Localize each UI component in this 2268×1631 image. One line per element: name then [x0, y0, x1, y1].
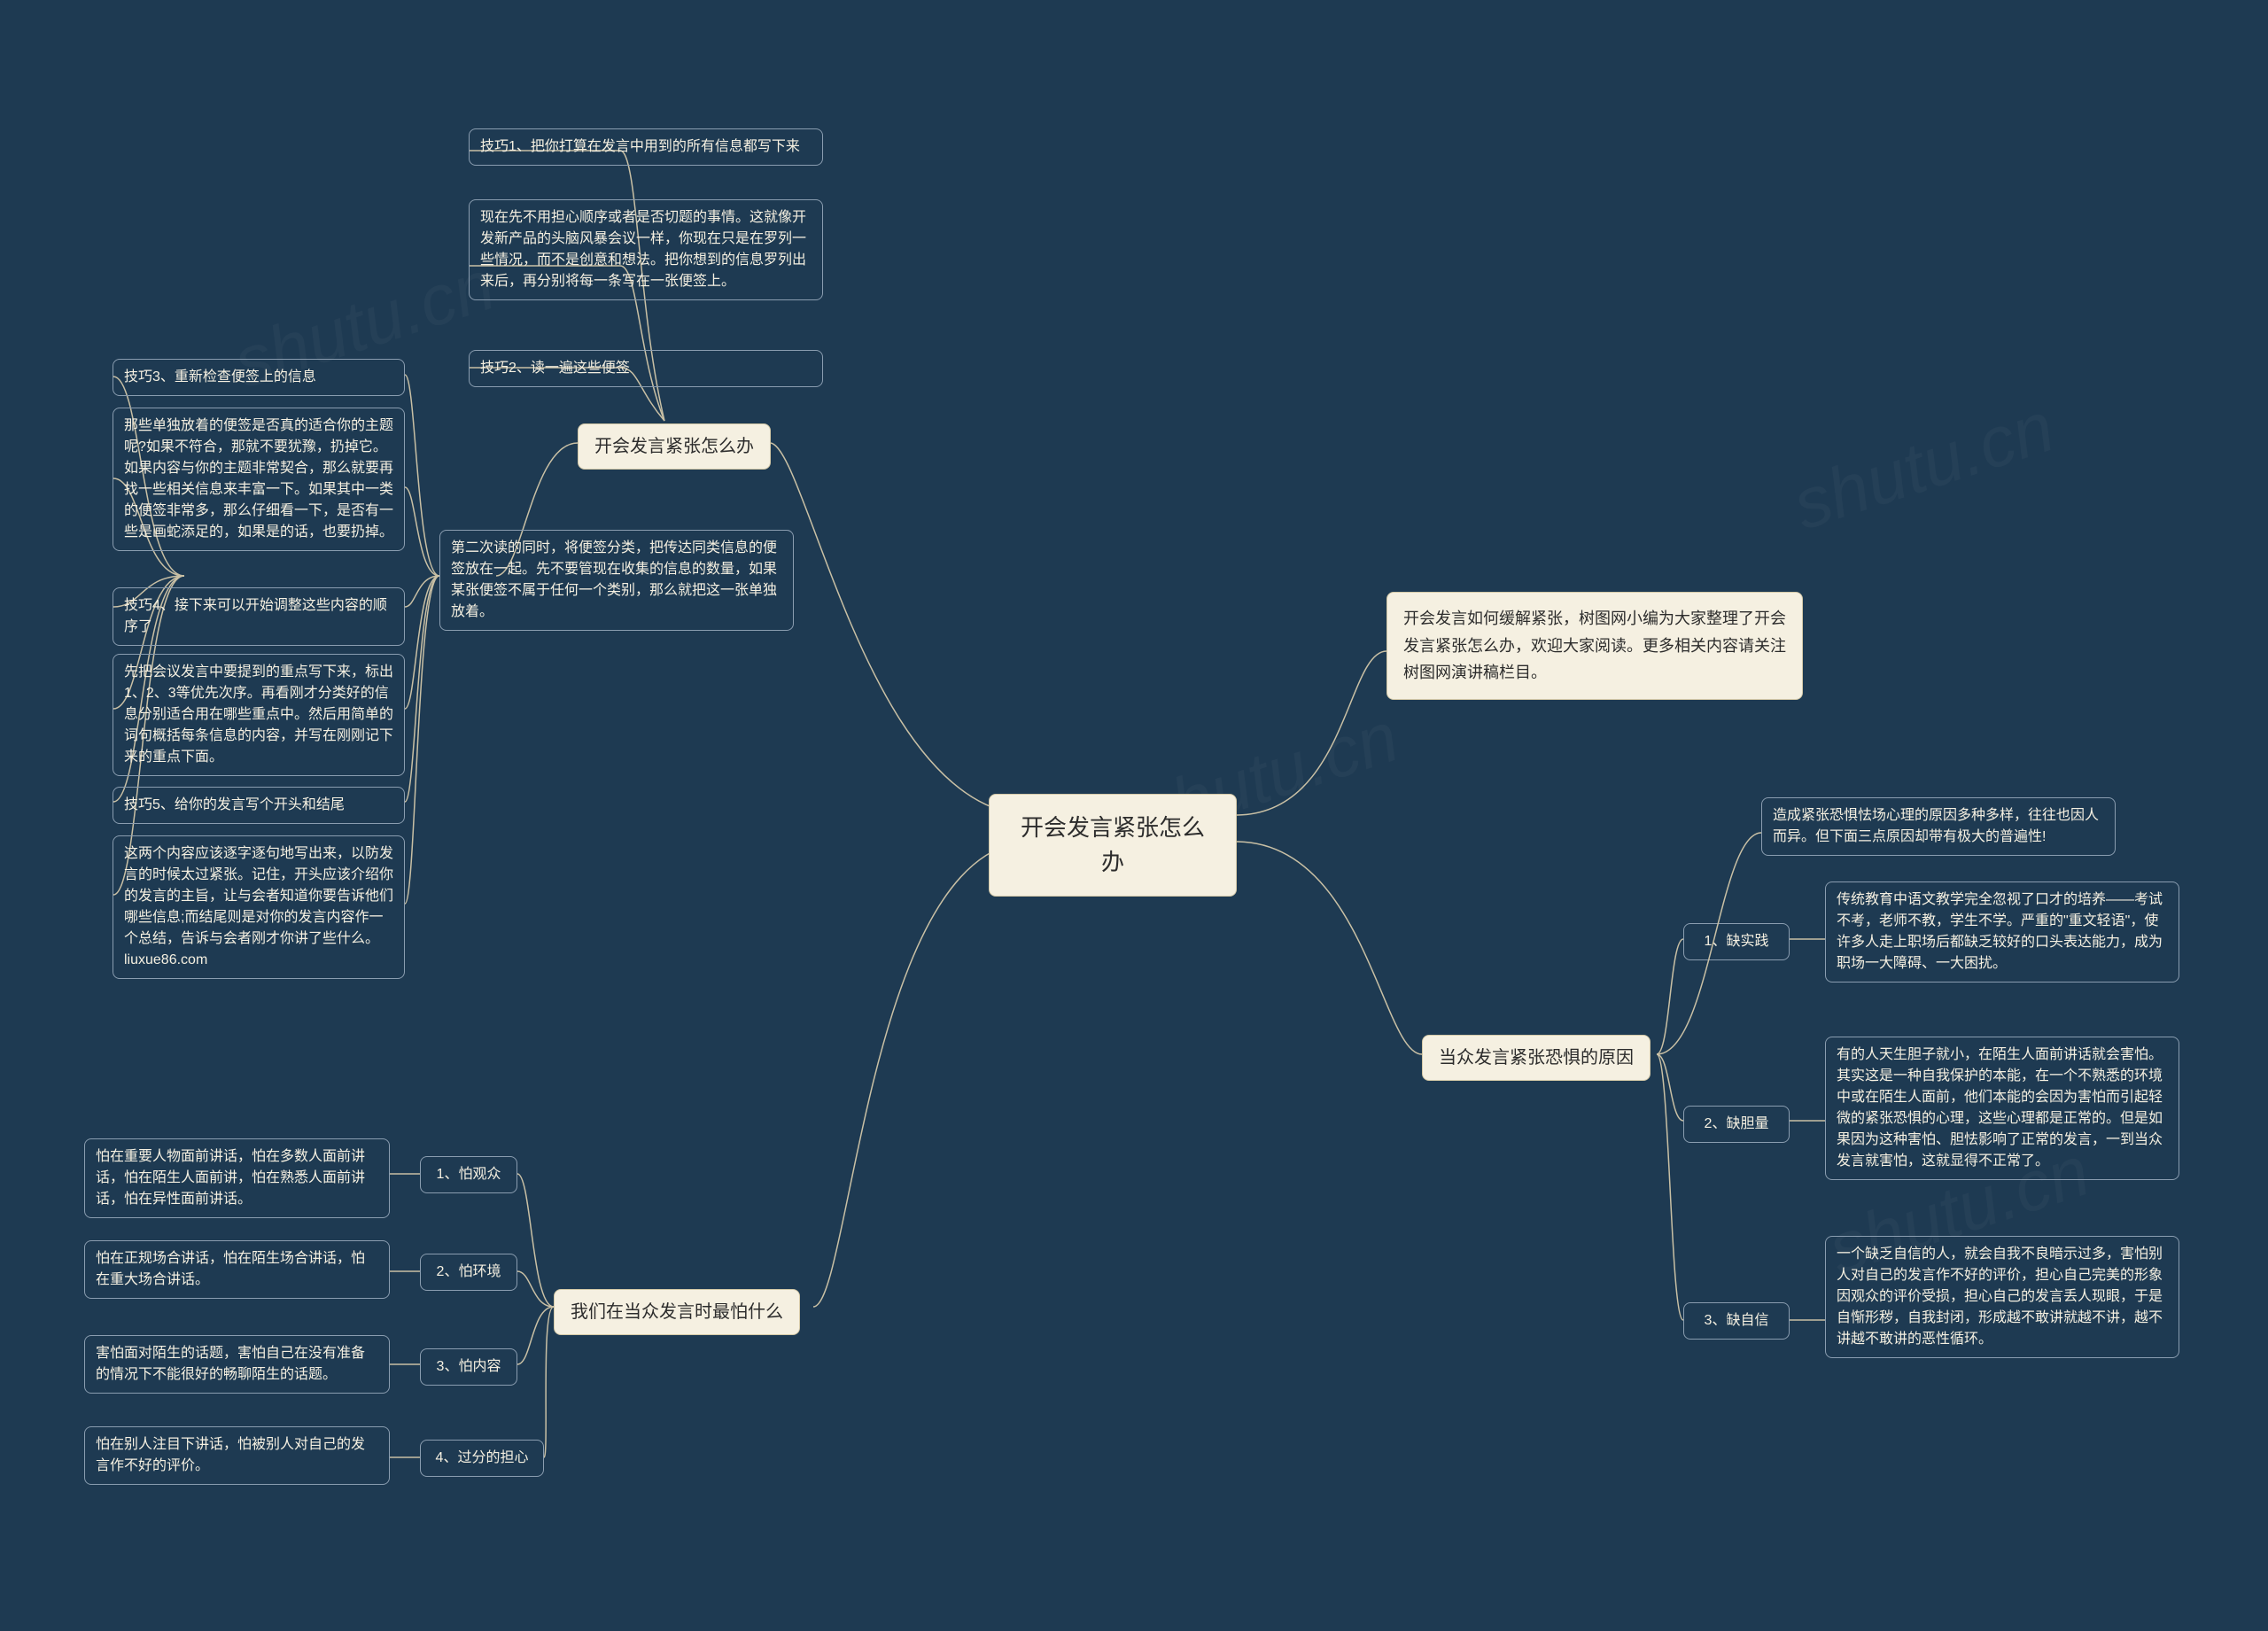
tl-tip-l-3: 先把会议发言中要提到的重点写下来，标出1、2、3等优先次序。再看刚才分类好的信息… — [113, 654, 405, 776]
cat-top-left-title: 开会发言紧张怎么办 — [594, 437, 754, 456]
tl-tip-l-4: 技巧5、给你的发言写个开头和结尾 — [113, 787, 405, 824]
right-lead: 造成紧张恐惧怯场心理的原因多种多样，往往也因人而异。但下面三点原因却带有极大的普… — [1761, 797, 2116, 856]
leaf-text: 技巧1、把你打算在发言中用到的所有信息都写下来 — [480, 139, 800, 154]
r-desc-0: 传统教育中语文教学完全忽视了口才的培养——考试不考，老师不教，学生不学。严重的"… — [1825, 882, 2179, 982]
r-label-2: 3、缺自信 — [1683, 1302, 1790, 1340]
bl-desc-1: 怕在正规场合讲话，怕在陌生场合讲话，怕在重大场合讲话。 — [84, 1240, 390, 1299]
tl-tip-r-0: 技巧1、把你打算在发言中用到的所有信息都写下来 — [469, 128, 823, 166]
tl-pass: 第二次读的同时，将便签分类，把传达同类信息的便签放在一起。先不要管现在收集的信息… — [439, 530, 794, 631]
intro-node: 开会发言如何缓解紧张，树图网小编为大家整理了开会发言紧张怎么办，欢迎大家阅读。更… — [1386, 592, 1803, 700]
leaf-text: 造成紧张恐惧怯场心理的原因多种多样，往往也因人而异。但下面三点原因却带有极大的普… — [1773, 808, 2099, 844]
leaf-text: 怕在正规场合讲话，怕在陌生场合讲话，怕在重大场合讲话。 — [96, 1251, 365, 1287]
bl-label-0: 1、怕观众 — [420, 1156, 517, 1193]
leaf-text: 有的人天生胆子就小，在陌生人面前讲话就会害怕。其实这是一种自我保护的本能，在一个… — [1837, 1047, 2163, 1169]
leaf-text: 4、过分的担心 — [436, 1450, 529, 1465]
tl-tip-r-2: 技巧2、读一遍这些便签 — [469, 350, 823, 387]
leaf-text: 2、缺胆量 — [1705, 1116, 1769, 1131]
bl-desc-0: 怕在重要人物面前讲话，怕在多数人面前讲话，怕在陌生人面前讲，怕在熟悉人面前讲话，… — [84, 1138, 390, 1218]
bl-label-2: 3、怕内容 — [420, 1348, 517, 1386]
intro-text: 开会发言如何缓解紧张，树图网小编为大家整理了开会发言紧张怎么办，欢迎大家阅读。更… — [1403, 610, 1786, 681]
cat-right: 当众发言紧张恐惧的原因 — [1422, 1035, 1651, 1081]
leaf-text: 传统教育中语文教学完全忽视了口才的培养——考试不考，老师不教，学生不学。严重的"… — [1837, 892, 2163, 971]
cat-bottom-left: 我们在当众发言时最怕什么 — [554, 1289, 800, 1335]
leaf-text: 一个缺乏自信的人，就会自我不良暗示过多，害怕别人对自己的发言作不好的评价，担心自… — [1837, 1247, 2163, 1347]
mindmap-canvas: shutu.cn shutu.cn shutu.cn shutu.cn — [0, 0, 2268, 1631]
leaf-text: 这两个内容应该逐字逐句地写出来，以防发言的时候太过紧张。记住，开头应该介绍你的发… — [124, 846, 393, 967]
root-node: 开会发言紧张怎么办 — [989, 794, 1237, 897]
bl-desc-3: 怕在别人注目下讲话，怕被别人对自己的发言作不好的评价。 — [84, 1426, 390, 1485]
leaf-text: 先把会议发言中要提到的重点写下来，标出1、2、3等优先次序。再看刚才分类好的信息… — [124, 664, 393, 765]
r-desc-2: 一个缺乏自信的人，就会自我不良暗示过多，害怕别人对自己的发言作不好的评价，担心自… — [1825, 1236, 2179, 1358]
watermark: shutu.cn — [1783, 386, 2063, 547]
leaf-text: 那些单独放着的便签是否真的适合你的主题呢?如果不符合，那就不要犹豫，扔掉它。如果… — [124, 418, 393, 540]
r-label-1: 2、缺胆量 — [1683, 1106, 1790, 1143]
tl-tip-r-1: 现在先不用担心顺序或者是否切题的事情。这就像开发新产品的头脑风暴会议一样，你现在… — [469, 199, 823, 300]
root-text: 开会发言紧张怎么办 — [1021, 814, 1205, 875]
r-label-0: 1、缺实践 — [1683, 923, 1790, 960]
leaf-text: 现在先不用担心顺序或者是否切题的事情。这就像开发新产品的头脑风暴会议一样，你现在… — [480, 210, 806, 289]
tl-tip-l-0: 技巧3、重新检查便签上的信息 — [113, 359, 405, 396]
leaf-text: 怕在重要人物面前讲话，怕在多数人面前讲话，怕在陌生人面前讲，怕在熟悉人面前讲话，… — [96, 1149, 365, 1207]
leaf-text: 技巧4、接下来可以开始调整这些内容的顺序了 — [124, 598, 387, 634]
leaf-text: 1、怕观众 — [437, 1167, 501, 1182]
bl-label-3: 4、过分的担心 — [420, 1440, 544, 1477]
leaf-text: 技巧5、给你的发言写个开头和结尾 — [124, 797, 345, 812]
r-desc-1: 有的人天生胆子就小，在陌生人面前讲话就会害怕。其实这是一种自我保护的本能，在一个… — [1825, 1037, 2179, 1180]
leaf-text: 怕在别人注目下讲话，怕被别人对自己的发言作不好的评价。 — [96, 1437, 365, 1473]
leaf-text: 害怕面对陌生的话题，害怕自己在没有准备的情况下不能很好的畅聊陌生的话题。 — [96, 1346, 365, 1382]
cat-bottom-left-title: 我们在当众发言时最怕什么 — [571, 1302, 783, 1322]
bl-desc-2: 害怕面对陌生的话题，害怕自己在没有准备的情况下不能很好的畅聊陌生的话题。 — [84, 1335, 390, 1394]
tl-tip-l-1: 那些单独放着的便签是否真的适合你的主题呢?如果不符合，那就不要犹豫，扔掉它。如果… — [113, 408, 405, 551]
leaf-text: 技巧3、重新检查便签上的信息 — [124, 369, 316, 384]
leaf-text: 3、缺自信 — [1705, 1313, 1769, 1328]
leaf-text: 第二次读的同时，将便签分类，把传达同类信息的便签放在一起。先不要管现在收集的信息… — [451, 540, 777, 619]
bl-label-1: 2、怕环境 — [420, 1254, 517, 1291]
cat-top-left: 开会发言紧张怎么办 — [578, 423, 771, 470]
leaf-text: 技巧2、读一遍这些便签 — [480, 361, 630, 376]
leaf-text: 1、缺实践 — [1705, 934, 1769, 949]
cat-right-title: 当众发言紧张恐惧的原因 — [1439, 1048, 1634, 1068]
tl-tip-l-5: 这两个内容应该逐字逐句地写出来，以防发言的时候太过紧张。记住，开头应该介绍你的发… — [113, 835, 405, 979]
tl-tip-l-2: 技巧4、接下来可以开始调整这些内容的顺序了 — [113, 587, 405, 646]
leaf-text: 3、怕内容 — [437, 1359, 501, 1374]
leaf-text: 2、怕环境 — [437, 1264, 501, 1279]
